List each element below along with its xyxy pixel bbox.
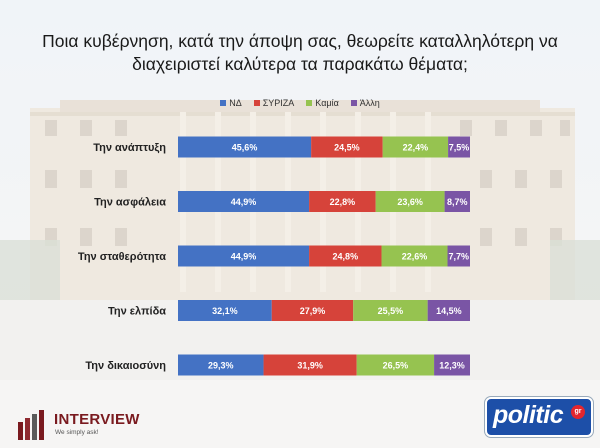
data-label: 31,9% [297, 361, 323, 371]
bar-segment [375, 191, 445, 212]
legend-swatch-nd [220, 100, 227, 106]
data-label: 44,9% [231, 197, 257, 207]
bar-segment [448, 136, 470, 158]
bar-segment [447, 245, 470, 267]
category-label: Την σταθερότητα [78, 251, 166, 263]
chart-title-line-1: Ποια κυβέρνηση, κατά την άποψη σας, θεωρ… [42, 31, 558, 51]
data-label: 7,5% [449, 143, 470, 153]
interview-logo-mark-icon [18, 410, 44, 440]
data-label: 8,7% [447, 197, 468, 207]
data-label: 12,3% [439, 361, 465, 371]
data-label: 22,6% [402, 252, 428, 262]
bar-segment [356, 354, 435, 376]
legend-swatch-syriza [253, 100, 260, 106]
politic-logo: politic gr [485, 397, 593, 437]
data-label: 14,5% [436, 306, 462, 316]
legend-label-alli: Άλλη [359, 98, 380, 108]
chart-legend: ΝΔ ΣΥΡΙΖΑ Καμία Άλλη [0, 98, 600, 108]
politic-logo-gr-badge: gr [571, 405, 585, 419]
chart-title: Ποια κυβέρνηση, κατά την άποψη σας, θεωρ… [0, 30, 600, 76]
bar-segment [353, 300, 428, 321]
data-label: 26,5% [383, 361, 409, 371]
category-label: Την ασφάλεια [94, 197, 166, 209]
category-label: Την δικαιοσύνη [85, 360, 166, 372]
bar-segment [311, 136, 383, 158]
data-label: 32,1% [212, 306, 238, 316]
legend-item-nd: ΝΔ [220, 98, 242, 108]
data-label: 23,6% [397, 197, 423, 207]
legend-item-kamia: Καμία [306, 98, 339, 108]
legend-swatch-alli [350, 100, 357, 106]
data-label: 24,8% [333, 252, 359, 262]
chart-title-line-2: διαχειριστεί καλύτερα τα παρακάτω θέματα… [132, 54, 468, 74]
bar-segment [309, 245, 382, 267]
data-label: 24,5% [334, 143, 360, 153]
data-label: 7,7% [449, 252, 470, 262]
bar-segment [271, 300, 354, 321]
data-label: 27,9% [300, 306, 326, 316]
data-label: 29,3% [208, 361, 234, 371]
data-label: 22,4% [403, 143, 429, 153]
category-label: Την ελπίδα [108, 306, 166, 318]
data-label: 25,5% [378, 306, 404, 316]
legend-swatch-kamia [306, 100, 313, 106]
bar-segment [178, 245, 310, 267]
legend-label-kamia: Καμία [315, 98, 339, 108]
politic-logo-word: politic [493, 401, 564, 429]
interview-logo: INTERVIEW We simply ask! [16, 408, 146, 442]
data-label: 22,8% [330, 197, 356, 207]
bar-segment [178, 191, 310, 212]
category-label: Την ανάπτυξη [93, 142, 166, 154]
bar-segment [382, 136, 449, 158]
bar-segment [434, 354, 470, 376]
interview-logo-tagline: We simply ask! [55, 429, 99, 436]
bar-segment [178, 136, 312, 158]
bar-segment [309, 191, 376, 212]
legend-label-nd: ΝΔ [229, 98, 242, 108]
data-label: 45,6% [232, 143, 258, 153]
legend-item-alli: Άλλη [350, 98, 380, 108]
legend-label-syriza: ΣΥΡΙΖΑ [262, 98, 295, 108]
bar-segment [444, 191, 470, 212]
bar-segment [263, 354, 357, 376]
data-label: 44,9% [231, 252, 257, 262]
bar-segment [178, 354, 264, 376]
interview-logo-name: INTERVIEW [54, 411, 140, 428]
bar-segment [427, 300, 470, 321]
bar-segment [178, 300, 272, 321]
legend-item-syriza: ΣΥΡΙΖΑ [253, 98, 295, 108]
bar-segment [381, 245, 448, 267]
